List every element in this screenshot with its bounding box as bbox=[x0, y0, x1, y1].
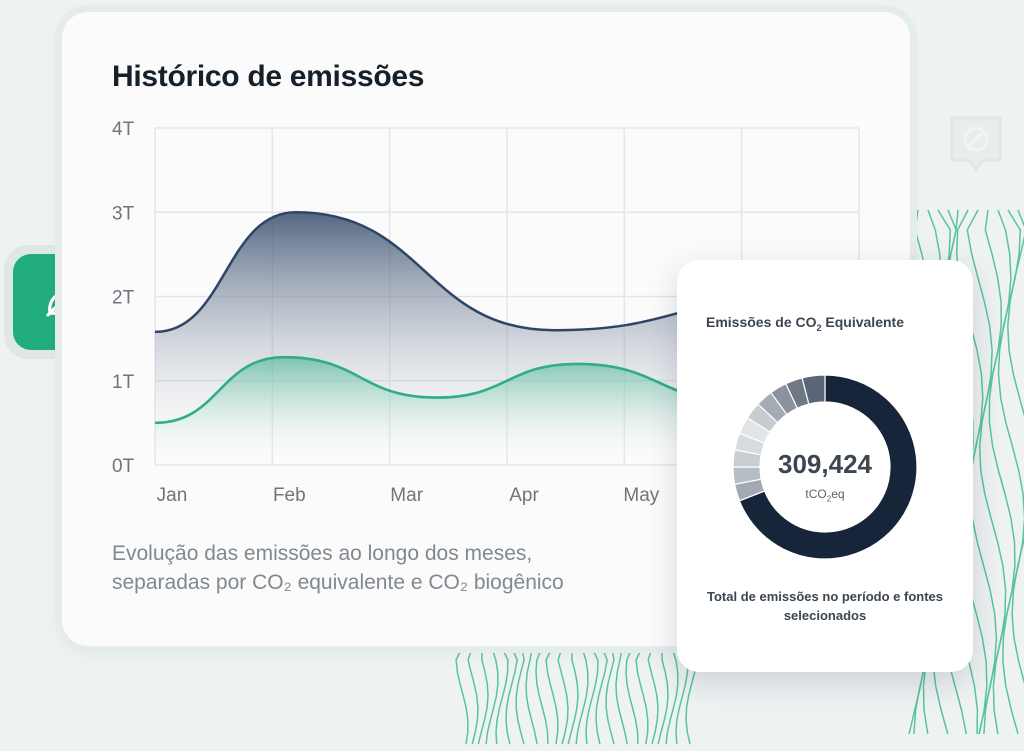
y-tick-label: 4T bbox=[112, 119, 135, 140]
total-emissions-value: 309,424 bbox=[778, 449, 872, 479]
contour-line bbox=[647, 647, 659, 745]
donut-segment bbox=[738, 374, 918, 560]
chat-badge-icon bbox=[950, 116, 1002, 172]
contour-line bbox=[495, 647, 509, 745]
contour-line bbox=[567, 648, 579, 745]
series-line-1 bbox=[154, 355, 742, 425]
unit-prefix: tCO bbox=[805, 487, 827, 501]
contour-line bbox=[605, 647, 615, 745]
contour-line bbox=[545, 647, 559, 745]
x-tick-label: May bbox=[623, 485, 659, 506]
donut-card-title: Emissões de CO2 Equivalente bbox=[706, 314, 904, 333]
donut-card-footer: Total de emissões no período e fontes se… bbox=[707, 589, 943, 623]
contour-line bbox=[1007, 209, 1024, 685]
contour-line bbox=[625, 647, 639, 745]
series-line-0 bbox=[154, 210, 801, 334]
contour-line bbox=[978, 209, 1007, 735]
donut-title-suffix: Equivalente bbox=[821, 314, 904, 330]
contour-line bbox=[575, 647, 589, 745]
x-tick-label: Jan bbox=[157, 485, 188, 506]
contour-line bbox=[988, 209, 1016, 735]
series-area-1 bbox=[155, 357, 742, 465]
donut-segment bbox=[801, 374, 826, 405]
contour-line bbox=[467, 647, 479, 745]
contour-line bbox=[515, 647, 525, 745]
contour-line bbox=[657, 647, 669, 745]
co2-equivalent-card: Emissões de CO2 Equivalente 309,424 tCO2… bbox=[677, 260, 973, 672]
chart-caption: Evolução das emissões ao longo dos meses… bbox=[112, 539, 672, 597]
contour-line bbox=[535, 647, 549, 745]
y-tick-label: 0T bbox=[112, 456, 135, 477]
donut-chart bbox=[732, 374, 918, 560]
contour-line bbox=[505, 647, 518, 745]
total-emissions-unit: tCO2eq bbox=[677, 487, 973, 503]
unit-suffix: eq bbox=[831, 487, 845, 501]
contour-line bbox=[585, 647, 599, 745]
contour-line bbox=[455, 647, 469, 745]
page-title: Histórico de emissões bbox=[112, 60, 425, 93]
donut-title-subscript: 2 bbox=[816, 322, 822, 333]
contour-line bbox=[997, 209, 1024, 735]
x-tick-label: Mar bbox=[390, 485, 423, 506]
x-tick-label: Feb bbox=[273, 485, 306, 506]
x-tick-label: Apr bbox=[509, 485, 539, 506]
contour-line bbox=[525, 647, 538, 745]
contour-line bbox=[635, 647, 649, 745]
y-tick-label: 1T bbox=[112, 372, 135, 393]
y-tick-label: 3T bbox=[112, 203, 135, 224]
caption-line-1: Evolução das emissões ao longo dos meses… bbox=[112, 542, 533, 565]
contour-line bbox=[477, 647, 489, 745]
donut-title-prefix: Emissões de CO bbox=[706, 314, 817, 330]
emissions-area-chart: 4T3T2T1T0TJanFebMarAprMayJun bbox=[112, 119, 860, 506]
contour-line bbox=[557, 647, 569, 745]
caption-line-2: separadas por CO₂ equivalente e CO₂ biog… bbox=[112, 571, 564, 594]
contour-line bbox=[665, 647, 679, 745]
unit-subscript: 2 bbox=[826, 494, 832, 504]
contour-line bbox=[485, 647, 499, 745]
contour-line bbox=[615, 647, 628, 745]
y-tick-label: 2T bbox=[112, 288, 135, 309]
contour-line bbox=[595, 647, 608, 745]
